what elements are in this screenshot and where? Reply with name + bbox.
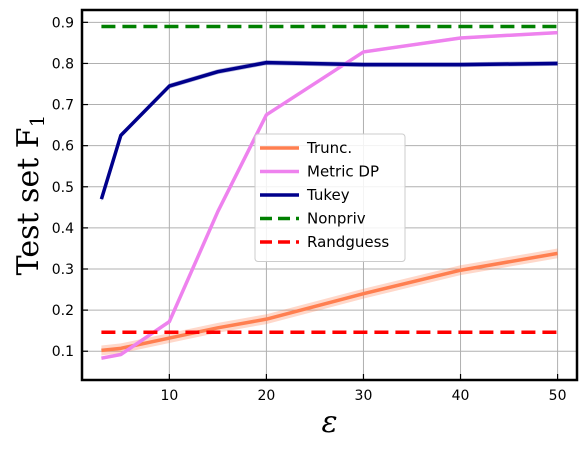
y-tick-label: 0.4 — [52, 221, 74, 237]
y-tick-label: 0.9 — [52, 15, 74, 31]
x-tick-label: 30 — [355, 388, 373, 404]
y-tick-label: 0.6 — [52, 139, 74, 155]
legend-label-randguess: Randguess — [307, 233, 389, 251]
y-axis-label: Test set F1 — [11, 115, 49, 276]
y-tick-label: 0.3 — [52, 262, 74, 278]
y-tick-label: 0.8 — [52, 56, 74, 72]
y-axis-label-subscript: 1 — [25, 115, 49, 128]
x-axis-label: ε — [321, 405, 337, 440]
y-tick-label: 0.7 — [52, 98, 74, 114]
y-axis-label-main: Test set F — [11, 127, 46, 275]
legend-label-trunc: Trunc. — [306, 139, 352, 157]
y-tick-label: 0.5 — [52, 180, 74, 196]
axis-ticks: 10 20 30 40 50 0.1 0.2 0.3 0.4 0.5 0.6 0.7 0.8 0.9 — [52, 15, 567, 404]
legend-label-nonpriv: Nonpriv — [307, 210, 366, 228]
x-tick-label: 40 — [452, 388, 470, 404]
y-tick-label: 0.2 — [52, 303, 74, 319]
legend-label-tukey: Tukey — [306, 186, 350, 204]
x-tick-label: 20 — [257, 388, 275, 404]
legend: Trunc. Metric DP Tukey Nonpriv Randguess — [254, 133, 406, 262]
series-lines — [99, 24, 558, 360]
series-line-trunc — [101, 251, 558, 353]
series-line-metric-dp — [101, 30, 558, 360]
legend-box — [254, 133, 406, 262]
x-tick-label: 50 — [549, 388, 567, 404]
x-tick-label: 10 — [160, 388, 178, 404]
plot-frame — [80, 8, 579, 382]
series-line-tukey — [99, 60, 558, 200]
legend-label-metric-dp: Metric DP — [307, 163, 379, 181]
y-tick-label: 0.1 — [52, 344, 74, 360]
